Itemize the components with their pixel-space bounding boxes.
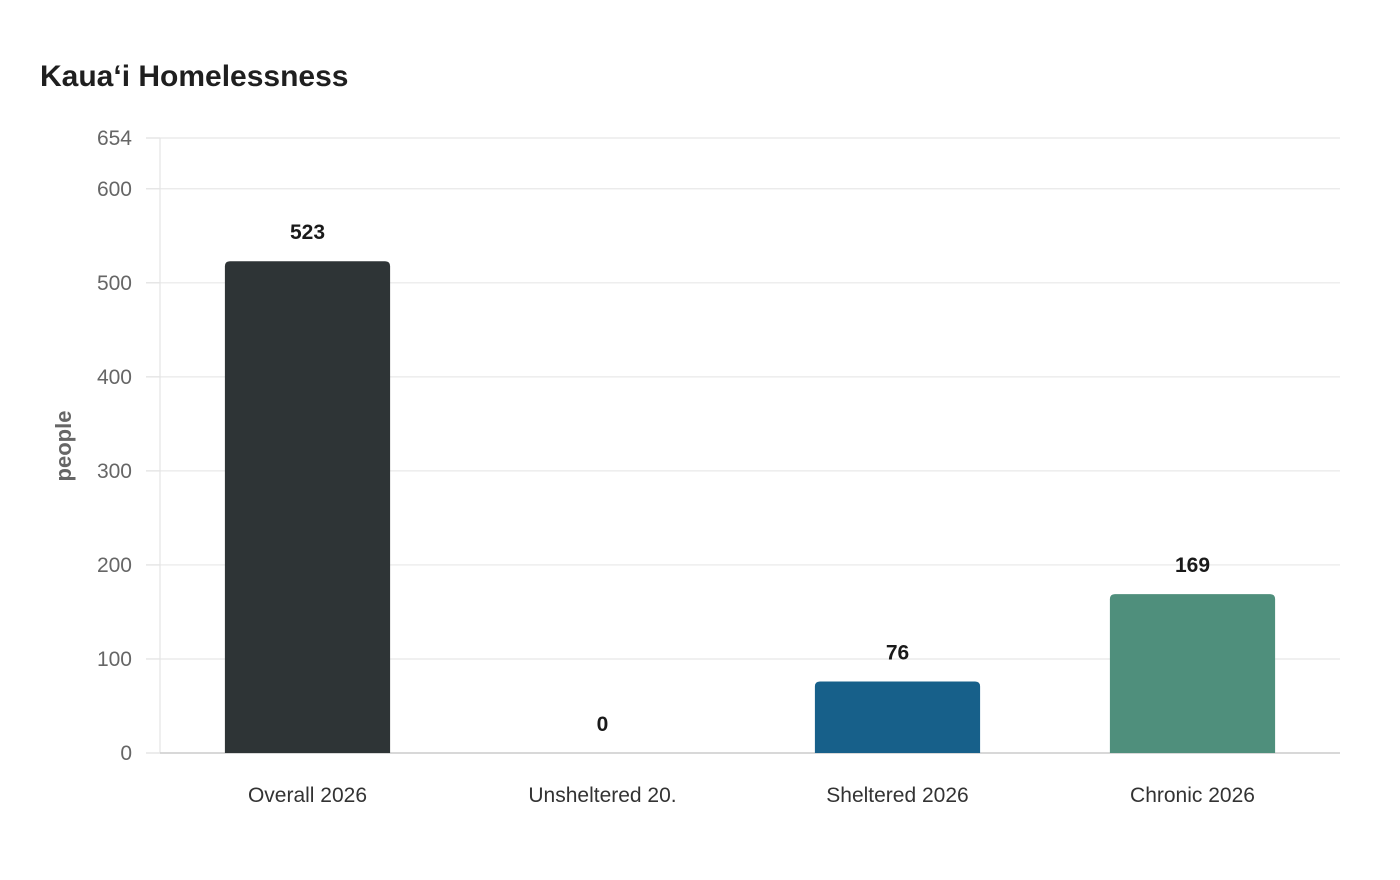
y-tick-label: 600 <box>97 178 132 201</box>
bar-value-label: 76 <box>886 642 909 665</box>
bar <box>814 681 981 753</box>
y-tick-label: 200 <box>97 554 132 577</box>
x-category-label: Chronic 2026 <box>1130 784 1255 807</box>
x-axis-categories: Overall 2026 Unsheltered 20. Sheltered 202… <box>248 784 1255 807</box>
y-tick-label: 500 <box>97 272 132 295</box>
y-tick-label: 654 <box>97 127 132 150</box>
y-tick-label: 400 <box>97 366 132 389</box>
bar-value-label: 169 <box>1175 554 1210 577</box>
chart-title: Kauaʻi Homelessness <box>40 60 349 93</box>
y-axis-title: people <box>51 411 76 482</box>
bars <box>224 261 1276 753</box>
bar-value-label: 523 <box>290 221 325 244</box>
x-category-label: Overall 2026 <box>248 784 367 807</box>
value-labels: 523 0 76 169 <box>290 221 1210 736</box>
x-category-label: Sheltered 2026 <box>826 784 968 807</box>
bar <box>224 261 391 753</box>
y-tick-label: 300 <box>97 460 132 483</box>
x-category-label: Unsheltered 20. <box>528 784 676 807</box>
y-axis-ticks: 0 100 200 300 400 500 600 654 <box>97 127 160 765</box>
y-tick-label: 0 <box>120 742 132 765</box>
bar-value-label: 0 <box>597 713 609 736</box>
y-tick-label: 100 <box>97 648 132 671</box>
bar <box>1109 594 1276 753</box>
